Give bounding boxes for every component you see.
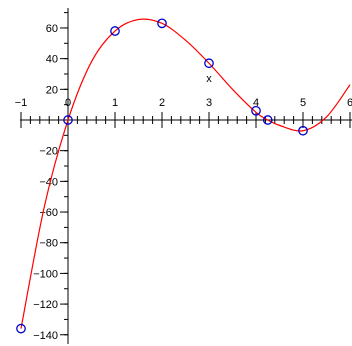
axes bbox=[20, 8, 352, 344]
data-point bbox=[262, 115, 273, 125]
y-tick-label: −40 bbox=[39, 176, 58, 188]
x-tick-label: 1 bbox=[112, 97, 118, 109]
y-tick-label: −120 bbox=[33, 299, 58, 311]
y-tick-label: 20 bbox=[46, 84, 58, 96]
data-point bbox=[63, 115, 73, 125]
y-tick-label: −100 bbox=[33, 268, 58, 280]
x-tick-label: 2 bbox=[159, 97, 165, 109]
y-tick-label: 40 bbox=[46, 54, 58, 66]
x-ticks: −1 0 1 2 3 4 5 6 bbox=[15, 97, 352, 128]
data-point bbox=[204, 58, 214, 69]
y-tick-label: −20 bbox=[39, 146, 58, 158]
data-point bbox=[110, 26, 120, 36]
x-axis-label: x bbox=[206, 73, 212, 85]
x-tick-label: 6 bbox=[347, 97, 352, 109]
x-tick-label: −1 bbox=[15, 97, 28, 109]
y-tick-label: −80 bbox=[39, 238, 58, 250]
x-tick-label: 5 bbox=[300, 97, 306, 109]
series-curve bbox=[20, 18, 351, 329]
data-markers bbox=[16, 18, 308, 334]
x-tick-label: 0 bbox=[65, 97, 71, 109]
data-point bbox=[251, 105, 261, 116]
x-tick-label: 3 bbox=[206, 97, 212, 109]
y-tick-label: −140 bbox=[33, 330, 58, 342]
data-point bbox=[298, 125, 308, 136]
data-point bbox=[157, 18, 167, 29]
data-point bbox=[16, 323, 26, 334]
y-tick-label: 60 bbox=[46, 23, 58, 35]
minor-ticks bbox=[20, 12, 351, 336]
x-tick-label: 4 bbox=[253, 97, 259, 109]
